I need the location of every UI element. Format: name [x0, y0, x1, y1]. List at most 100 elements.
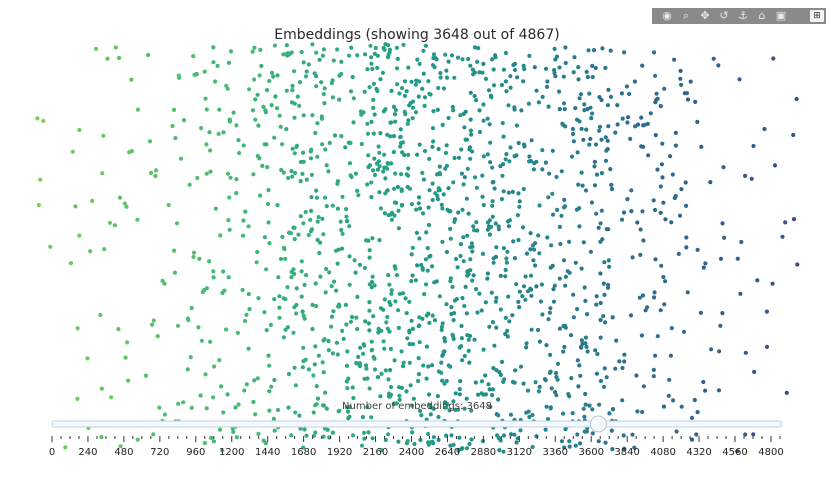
- lasso-icon[interactable]: ↺: [719, 9, 729, 22]
- data-point: [377, 150, 382, 155]
- data-point: [344, 379, 349, 384]
- data-point: [548, 306, 553, 311]
- data-point: [615, 103, 620, 108]
- data-point: [669, 326, 674, 331]
- data-point: [629, 188, 634, 193]
- data-point: [417, 206, 423, 211]
- data-point: [449, 53, 455, 58]
- data-point: [257, 73, 262, 78]
- data-point: [542, 377, 548, 382]
- data-point: [296, 232, 301, 237]
- data-point: [491, 256, 496, 261]
- data-point: [313, 130, 318, 136]
- data-point: [402, 79, 408, 84]
- data-point: [123, 355, 128, 360]
- data-point: [370, 274, 375, 279]
- data-point: [491, 260, 496, 265]
- autoscale-icon[interactable]: ⚓: [738, 9, 748, 22]
- data-point: [561, 411, 566, 416]
- data-point: [490, 320, 495, 325]
- embeddings-slider[interactable]: 0 240 480 720 960 1200 1440 1680 1920 2160 2400 264…: [49, 415, 784, 458]
- data-point: [586, 48, 591, 53]
- data-point: [337, 304, 342, 309]
- data-point: [280, 142, 285, 147]
- data-point: [499, 82, 504, 88]
- data-point: [630, 255, 635, 260]
- data-point: [721, 165, 726, 170]
- home-icon[interactable]: ⌂: [758, 9, 766, 22]
- data-point: [420, 211, 426, 216]
- zoom-icon[interactable]: ⌕: [682, 9, 690, 22]
- data-point: [512, 380, 517, 385]
- data-point: [491, 366, 496, 371]
- data-point: [485, 276, 490, 281]
- data-point: [470, 278, 475, 283]
- data-point: [202, 440, 207, 446]
- data-point: [491, 83, 497, 88]
- data-point: [635, 409, 640, 414]
- data-point: [540, 167, 545, 172]
- data-point: [415, 152, 420, 157]
- data-point: [617, 359, 622, 364]
- data-point: [186, 318, 191, 323]
- data-point: [322, 195, 328, 200]
- data-point: [308, 149, 313, 154]
- data-point: [327, 270, 332, 275]
- data-point: [534, 88, 539, 93]
- data-point: [593, 65, 598, 71]
- data-point: [501, 134, 506, 139]
- data-point: [299, 269, 304, 274]
- data-point: [630, 432, 635, 437]
- camera-icon[interactable]: ◉: [662, 9, 672, 22]
- data-point: [196, 325, 201, 330]
- data-point: [749, 176, 754, 181]
- data-point: [587, 142, 592, 147]
- data-point: [405, 439, 410, 444]
- slider-tick-label: 1440: [255, 447, 280, 458]
- data-point: [597, 402, 602, 407]
- data-point: [386, 161, 391, 166]
- data-point: [506, 190, 511, 195]
- data-point: [417, 408, 423, 413]
- data-point: [504, 152, 509, 157]
- data-point: [716, 388, 722, 393]
- reset-icon[interactable]: ▣: [775, 9, 787, 22]
- data-point: [498, 438, 503, 443]
- data-point: [314, 195, 319, 200]
- data-point: [530, 412, 535, 418]
- data-point: [303, 74, 309, 79]
- pan-icon[interactable]: ✥: [700, 9, 710, 22]
- data-point: [585, 349, 590, 354]
- data-point: [639, 144, 644, 149]
- data-point: [475, 228, 480, 233]
- data-point: [337, 97, 342, 102]
- plotly-logo[interactable]: ⊞: [810, 10, 824, 22]
- data-point: [646, 153, 651, 158]
- data-point: [694, 432, 699, 437]
- data-point: [385, 188, 390, 193]
- data-point: [466, 337, 471, 342]
- data-point: [399, 349, 404, 354]
- data-point: [492, 343, 497, 348]
- slider-handle[interactable]: [589, 415, 607, 433]
- data-point: [126, 378, 131, 383]
- data-point: [488, 160, 493, 165]
- data-point: [688, 79, 693, 84]
- data-point: [326, 169, 331, 174]
- data-point: [228, 175, 233, 180]
- data-point: [661, 404, 667, 409]
- data-point: [409, 79, 414, 84]
- data-point: [573, 106, 578, 111]
- data-point: [359, 141, 364, 147]
- data-point: [267, 408, 272, 413]
- data-point: [512, 256, 518, 261]
- data-point: [246, 224, 251, 229]
- slider-track[interactable]: [51, 420, 782, 428]
- slider-tick-label: 2160: [363, 447, 388, 458]
- data-point: [764, 309, 770, 314]
- data-point: [554, 393, 559, 398]
- modebar[interactable]: ◉ ⌕ ✥ ↺ ⚓ ⌂ ▣ ⊞: [652, 8, 826, 24]
- data-point: [602, 366, 607, 371]
- slider-tick-label: 720: [150, 447, 169, 458]
